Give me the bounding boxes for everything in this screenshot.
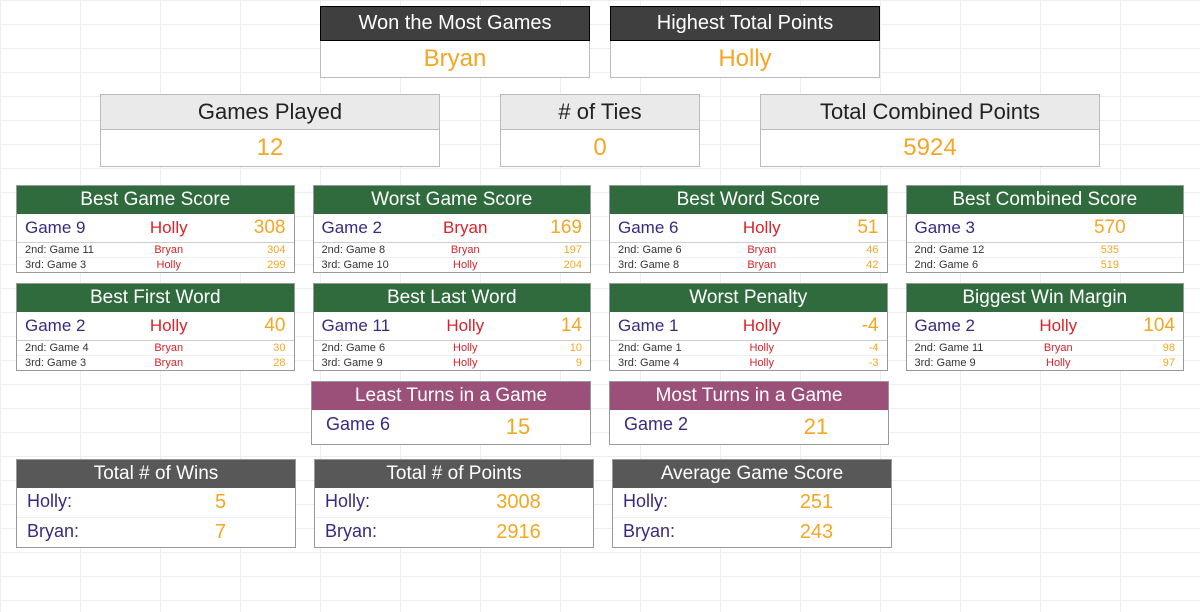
block-title: Average Game Score — [613, 460, 891, 488]
block-sub: 3rd: Game 10Holly204 — [314, 258, 591, 272]
total-row: Bryan:2916 — [315, 518, 593, 547]
games-played-card: Games Played 12 — [100, 94, 440, 167]
block-sub: 2nd: Game 6Bryan46 — [610, 243, 887, 258]
block-title: Best First Word — [17, 284, 294, 312]
block-title: Total # of Points — [315, 460, 593, 488]
block-sub: 2nd: Game 1Holly-4 — [610, 341, 887, 356]
block-title: Best Game Score — [17, 186, 294, 214]
most-wins-title: Won the Most Games — [320, 6, 590, 41]
block-main: Game 2 Holly 40 — [17, 312, 294, 341]
worst-penalty-block: Worst Penalty Game 1 Holly -4 2nd: Game … — [609, 283, 888, 371]
block-sub: 2nd: Game 8Bryan197 — [314, 243, 591, 258]
total-wins-card: Total # of Wins Holly:5 Bryan:7 — [16, 459, 296, 548]
block-title: Best Word Score — [610, 186, 887, 214]
average-score-card: Average Game Score Holly:251 Bryan:243 — [612, 459, 892, 548]
worst-game-score-block: Worst Game Score Game 2 Bryan 169 2nd: G… — [313, 185, 592, 273]
block-sub: 2nd: Game 12535 — [907, 243, 1184, 258]
block-main: Game 2 Holly 104 — [907, 312, 1184, 341]
highest-points-title: Highest Total Points — [610, 6, 880, 41]
block-sub: 3rd: Game 3Holly299 — [17, 258, 294, 272]
main-value: 308 — [214, 217, 286, 239]
stat-row-1: Best Game Score Game 9 Holly 308 2nd: Ga… — [6, 185, 1194, 273]
highest-points-value: Holly — [611, 41, 879, 77]
block-sub: 2nd: Game 6Holly10 — [314, 341, 591, 356]
block-sub: 2nd: Game 6519 — [907, 258, 1184, 272]
games-played-value: 12 — [101, 130, 439, 166]
stat-row-2: Best First Word Game 2 Holly 40 2nd: Gam… — [6, 283, 1194, 371]
total-row: Bryan:7 — [17, 518, 295, 547]
block-main: Game 6 15 — [312, 410, 590, 444]
combined-points-value: 5924 — [761, 130, 1099, 166]
most-wins-value: Bryan — [321, 41, 589, 77]
block-sub: 3rd: Game 4Holly-3 — [610, 356, 887, 370]
block-title: Total # of Wins — [17, 460, 295, 488]
block-title: Most Turns in a Game — [610, 382, 888, 410]
dashboard-content: Won the Most Games Bryan Highest Total P… — [0, 0, 1200, 554]
block-main: Game 3 570 — [907, 214, 1184, 243]
best-word-score-block: Best Word Score Game 6 Holly 51 2nd: Gam… — [609, 185, 888, 273]
block-main: Game 2 21 — [610, 410, 888, 444]
block-title: Worst Penalty — [610, 284, 887, 312]
block-main: Game 2 Bryan 169 — [314, 214, 591, 243]
most-wins-card: Won the Most Games Bryan — [320, 6, 590, 78]
headline-row: Won the Most Games Bryan Highest Total P… — [6, 6, 1194, 78]
combined-points-title: Total Combined Points — [761, 95, 1099, 130]
block-main: Game 6 Holly 51 — [610, 214, 887, 243]
block-sub: 2nd: Game 11Bryan98 — [907, 341, 1184, 356]
block-sub: 3rd: Game 9Holly97 — [907, 356, 1184, 370]
block-main: Game 1 Holly -4 — [610, 312, 887, 341]
totals-row: Total # of Wins Holly:5 Bryan:7 Total # … — [6, 459, 1194, 548]
block-title: Biggest Win Margin — [907, 284, 1184, 312]
least-turns-card: Least Turns in a Game Game 6 15 — [311, 381, 591, 445]
ties-title: # of Ties — [501, 95, 699, 130]
total-row: Holly:5 — [17, 488, 295, 518]
total-points-card: Total # of Points Holly:3008 Bryan:2916 — [314, 459, 594, 548]
block-sub: 2nd: Game 11Bryan304 — [17, 243, 294, 258]
games-played-title: Games Played — [101, 95, 439, 130]
most-turns-card: Most Turns in a Game Game 2 21 — [609, 381, 889, 445]
block-title: Best Combined Score — [907, 186, 1184, 214]
turns-row: Least Turns in a Game Game 6 15 Most Tur… — [6, 381, 1194, 445]
block-sub: 3rd: Game 9Holly9 — [314, 356, 591, 370]
combined-points-card: Total Combined Points 5924 — [760, 94, 1100, 167]
main-game: Game 9 — [25, 218, 124, 238]
total-row: Bryan:243 — [613, 518, 891, 547]
main-player: Holly — [124, 218, 214, 238]
total-row: Holly:251 — [613, 488, 891, 518]
block-title: Worst Game Score — [314, 186, 591, 214]
block-main: Game 11 Holly 14 — [314, 312, 591, 341]
block-main: Game 9 Holly 308 — [17, 214, 294, 243]
best-combined-score-block: Best Combined Score Game 3 570 2nd: Game… — [906, 185, 1185, 273]
best-last-word-block: Best Last Word Game 11 Holly 14 2nd: Gam… — [313, 283, 592, 371]
biggest-win-margin-block: Biggest Win Margin Game 2 Holly 104 2nd:… — [906, 283, 1185, 371]
ties-card: # of Ties 0 — [500, 94, 700, 167]
block-title: Least Turns in a Game — [312, 382, 590, 410]
best-game-score-block: Best Game Score Game 9 Holly 308 2nd: Ga… — [16, 185, 295, 273]
best-first-word-block: Best First Word Game 2 Holly 40 2nd: Gam… — [16, 283, 295, 371]
block-sub: 3rd: Game 8Bryan42 — [610, 258, 887, 272]
ties-value: 0 — [501, 130, 699, 166]
summary-row: Games Played 12 # of Ties 0 Total Combin… — [6, 94, 1194, 167]
highest-points-card: Highest Total Points Holly — [610, 6, 880, 78]
total-row: Holly:3008 — [315, 488, 593, 518]
block-sub: 2nd: Game 4Bryan30 — [17, 341, 294, 356]
block-title: Best Last Word — [314, 284, 591, 312]
block-sub: 3rd: Game 3Bryan28 — [17, 356, 294, 370]
